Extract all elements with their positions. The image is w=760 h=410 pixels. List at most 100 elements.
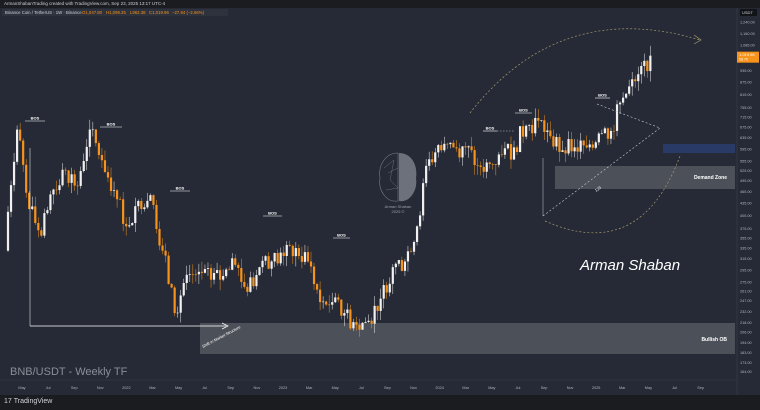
projection-arc [469, 28, 701, 114]
chart-area[interactable]: Binance Coin / TetherUS · 1W · Binance O… [0, 8, 760, 395]
candle-up [143, 207, 146, 210]
candle-up [331, 302, 334, 305]
candle-up [279, 252, 282, 264]
y-axis-ticks: 1,240.00 1,160.00 1,085.00 935.00 875.00 815.… [740, 20, 755, 374]
price-chart[interactable]: Binance Coin / TetherUS · 1W · Binance O… [0, 8, 760, 395]
candle-up [603, 128, 607, 134]
x-tick-label: Jul [359, 386, 364, 390]
candle-down [119, 199, 122, 200]
candle-up [546, 130, 549, 132]
candle-up [388, 283, 391, 293]
y-tick-label: 405.00 [740, 214, 752, 218]
candle-down [509, 144, 513, 160]
y-tick-label: 675.00 [740, 126, 752, 130]
candle-down [479, 165, 482, 167]
y-tick-label: 755.00 [740, 106, 752, 110]
y-tick-label: 261.00 [740, 290, 752, 294]
candle-up [212, 272, 216, 280]
bos-label: BOS [519, 108, 528, 113]
candle-up [422, 183, 425, 216]
candle-up [573, 147, 576, 152]
candle-down [315, 284, 319, 290]
candle-down [28, 192, 31, 210]
candle-down [64, 169, 67, 171]
candle-down [25, 164, 28, 193]
wave-line-lower [542, 127, 661, 217]
candle-down [55, 189, 58, 191]
signature: Arman Shaban [579, 257, 680, 274]
candle-down [109, 177, 113, 192]
candle-up [449, 142, 452, 145]
y-tick-label: 375.00 [740, 227, 752, 231]
y-tick-label: 635.00 [740, 136, 752, 140]
candle-down [612, 130, 616, 132]
bullish-ob-zone [200, 323, 735, 354]
candle-up [215, 270, 219, 273]
candle-down [576, 147, 579, 152]
candle-down [243, 281, 246, 287]
time-axis[interactable] [0, 380, 737, 395]
candle-down [164, 250, 167, 256]
x-tick-label: Mar [306, 386, 313, 390]
x-tick-label: Jul [515, 386, 520, 390]
candle-down [76, 185, 79, 187]
candle-down [194, 274, 197, 275]
candle-up [270, 261, 273, 269]
demand-zone [555, 166, 735, 189]
candle-up [367, 320, 370, 322]
candle-down [591, 144, 594, 148]
ohlc-high: H1,099.35 [106, 10, 126, 15]
candle-down [318, 289, 322, 303]
tv-brand: TradingView [13, 398, 53, 405]
candle-up [443, 143, 446, 151]
x-tick-label: Jul [46, 386, 51, 390]
candle-down [452, 142, 455, 148]
bos-label: BOS [107, 122, 116, 127]
candle-up [6, 211, 10, 251]
candle-up [61, 169, 64, 186]
x-tick-label: Nov [567, 386, 574, 390]
last-price-tag: 1,019.96 5d 7h [737, 51, 759, 63]
candle-up [128, 225, 131, 227]
x-tick-label: 2022 [122, 386, 130, 390]
candle-up [264, 256, 267, 261]
y-tick-label: 295.00 [740, 269, 752, 273]
tradingview-logo[interactable]: 17 TradingView [4, 398, 52, 405]
candle-down [522, 126, 525, 137]
x-tick-label: Mar [619, 386, 626, 390]
candle-down [500, 154, 503, 156]
symbol-name: Binance Coin / TetherUS · 1W · Binance [5, 10, 82, 15]
candle-down [543, 120, 546, 132]
footer: 17 TradingView [0, 395, 760, 410]
candle-down [34, 206, 37, 223]
currency-badge[interactable] [740, 9, 757, 16]
candle-up [52, 189, 55, 195]
candle-up [303, 252, 307, 262]
candle-up [15, 129, 19, 162]
candle-up [112, 190, 116, 192]
x-tick-label: May [488, 386, 495, 390]
candle-up [628, 86, 631, 94]
candle-up [88, 129, 91, 147]
candle-up [82, 161, 85, 172]
candle-down [349, 309, 352, 329]
candle-down [400, 260, 403, 271]
candle-up [185, 274, 188, 284]
candle-up [534, 118, 537, 134]
candle-up [179, 295, 182, 313]
y-tick-label: 173.00 [740, 361, 752, 365]
y-tick-label: 1,160.00 [740, 32, 755, 36]
candle-down [585, 145, 588, 148]
candle-down [158, 229, 161, 246]
candle-down [564, 150, 567, 154]
tv-mark: 17 [4, 398, 12, 405]
candle-down [37, 222, 40, 231]
x-tick-label: Mar [462, 386, 469, 390]
candle-up [615, 104, 619, 131]
price-axis[interactable] [737, 8, 760, 395]
candle-down [291, 245, 294, 257]
candle-down [376, 305, 379, 311]
candle-up [176, 312, 179, 314]
candle-down [161, 245, 164, 251]
candle-down [309, 261, 313, 267]
